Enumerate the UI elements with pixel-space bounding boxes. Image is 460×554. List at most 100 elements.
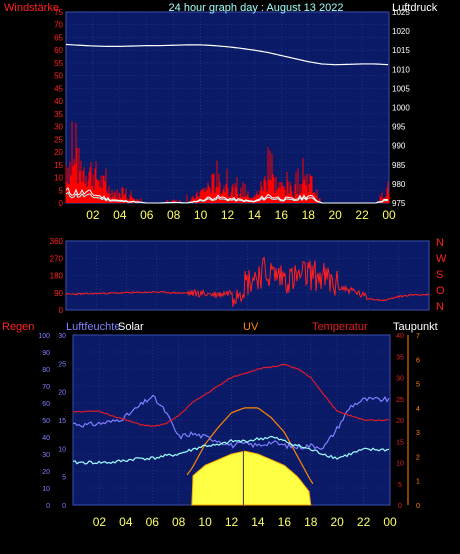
wind-tick-label: 0 — [59, 199, 64, 208]
pressure-tick-label: 990 — [392, 142, 406, 151]
x-tick-label: 06 — [140, 208, 154, 222]
x-tick-label: 16 — [275, 208, 289, 222]
solar-radiation-series — [191, 450, 312, 506]
humidity-tick-label: 40 — [42, 435, 50, 442]
pressure-tick-label: 1010 — [392, 65, 410, 74]
direction-tick-label: 180 — [50, 272, 64, 281]
wind-axis-title: Windstärke — [4, 2, 59, 14]
compass-label: W — [436, 253, 447, 265]
compass-label: O — [436, 285, 445, 297]
legend-regen: Regen — [2, 321, 34, 333]
temperature-tick-label: 25 — [396, 397, 404, 404]
x-tick-label: 06 — [146, 515, 160, 529]
x-tick-label: 08 — [172, 515, 186, 529]
pressure-tick-label: 1020 — [392, 27, 410, 36]
wind-tick-label: 10 — [54, 174, 63, 183]
x-tick-label: 14 — [251, 515, 265, 529]
wind-tick-label: 65 — [54, 33, 63, 42]
x-tick-label: 18 — [302, 208, 316, 222]
temperature-tick-label: 40 — [396, 333, 404, 340]
x-tick-label: 20 — [328, 208, 342, 222]
direction-tick-label: 360 — [50, 237, 64, 246]
uv-tick-label: 6 — [416, 357, 420, 364]
wind-tick-label: 35 — [54, 110, 63, 119]
x-tick-label: 18 — [304, 515, 318, 529]
uv-tick-label: 7 — [416, 333, 420, 340]
chart-title: 24 hour graph day : August 13 2022 — [169, 2, 344, 14]
pressure-tick-label: 975 — [392, 199, 406, 208]
wind-tick-label: 55 — [54, 59, 63, 68]
pressure-tick-label: 995 — [392, 123, 406, 132]
pressure-tick-label: 985 — [392, 161, 406, 170]
x-tick-label: 08 — [167, 208, 181, 222]
compass-label: S — [436, 269, 443, 281]
wind-tick-label: 20 — [54, 148, 63, 157]
x-tick-label: 04 — [119, 515, 133, 529]
x-tick-label: 00 — [383, 515, 397, 529]
solar-tick-label: 5 — [62, 475, 66, 482]
solar-tick-label: 30 — [58, 333, 66, 340]
temperature-tick-label: 5 — [398, 482, 402, 489]
x-tick-label: 16 — [278, 515, 292, 529]
temperature-series — [72, 363, 390, 428]
temperature-tick-label: 10 — [396, 461, 404, 468]
legend-solar: Solar — [118, 321, 144, 333]
humidity-tick-label: 80 — [42, 367, 50, 374]
compass-label: N — [436, 237, 444, 249]
legend-uv: UV — [243, 321, 259, 333]
wind-tick-label: 60 — [54, 46, 63, 55]
wind-tick-label: 25 — [54, 135, 63, 144]
humidity-tick-label: 60 — [42, 401, 50, 408]
wind-tick-label: 5 — [59, 186, 64, 195]
compass-label: N — [436, 301, 444, 313]
pressure-tick-label: 1000 — [392, 104, 410, 113]
solar-tick-label: 25 — [58, 361, 66, 368]
legend-luftfeuchte: Luftfeuchte — [66, 321, 120, 333]
uv-tick-label: 3 — [416, 430, 420, 437]
uv-tick-label: 1 — [416, 479, 420, 486]
legend-temperatur: Temperatur — [312, 321, 368, 333]
temperature-tick-label: 30 — [396, 376, 404, 383]
x-tick-label: 12 — [225, 515, 239, 529]
pressure-series — [65, 43, 389, 66]
direction-tick-label: 270 — [50, 254, 64, 263]
pressure-axis-title: Luftdruck — [392, 2, 438, 14]
pressure-tick-label: 1005 — [392, 84, 410, 93]
wind-tick-label: 70 — [54, 21, 63, 30]
solar-tick-label: 0 — [62, 503, 66, 510]
uv-tick-label: 4 — [416, 406, 420, 413]
humidity-tick-label: 100 — [38, 333, 50, 340]
humidity-tick-label: 70 — [42, 384, 50, 391]
x-tick-label: 14 — [248, 208, 262, 222]
x-tick-label: 10 — [198, 515, 212, 529]
uv-tick-label: 2 — [416, 454, 420, 461]
pressure-tick-label: 1015 — [392, 46, 410, 55]
temperature-tick-label: 35 — [396, 354, 404, 361]
humidity-tick-label: 0 — [46, 503, 50, 510]
humidity-tick-label: 30 — [42, 452, 50, 459]
temperature-tick-label: 20 — [396, 418, 404, 425]
wind-tick-label: 45 — [54, 84, 63, 93]
humidity-tick-label: 50 — [42, 418, 50, 425]
direction-tick-label: 0 — [59, 306, 64, 315]
solar-tick-label: 20 — [58, 390, 66, 397]
wind-tick-label: 15 — [54, 161, 63, 170]
wind-tick-label: 30 — [54, 123, 63, 132]
x-tick-label: 02 — [93, 515, 107, 529]
pressure-tick-label: 980 — [392, 180, 406, 189]
temperature-tick-label: 0 — [398, 503, 402, 510]
uv-tick-label: 0 — [416, 503, 420, 510]
dewpoint-series — [72, 435, 390, 465]
solar-tick-label: 15 — [58, 418, 66, 425]
wind-tick-label: 40 — [54, 97, 63, 106]
x-tick-label: 22 — [355, 208, 369, 222]
uv-tick-label: 5 — [416, 382, 420, 389]
x-tick-label: 10 — [194, 208, 208, 222]
wind-tick-label: 75 — [54, 8, 63, 17]
humidity-tick-label: 20 — [42, 469, 50, 476]
direction-tick-label: 90 — [54, 289, 63, 298]
humidity-tick-label: 10 — [42, 486, 50, 493]
legend-taupunkt: Taupunkt — [393, 321, 438, 333]
x-tick-label: 12 — [221, 208, 235, 222]
